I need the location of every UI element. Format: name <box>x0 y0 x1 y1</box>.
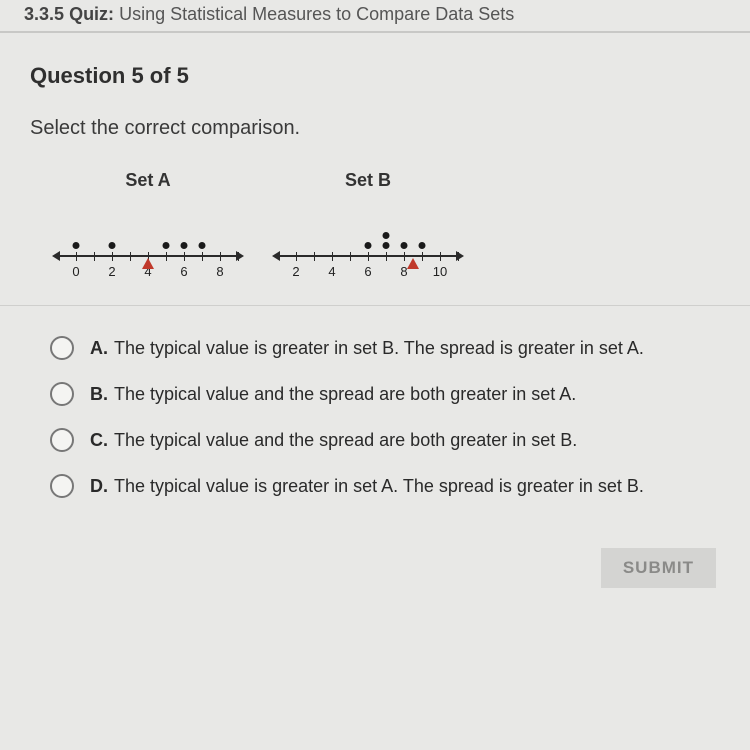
answer-option-d[interactable]: D.The typical value is greater in set A.… <box>50 474 730 498</box>
submit-row: SUBMIT <box>0 530 750 588</box>
radio-icon <box>50 474 74 498</box>
answer-option-c[interactable]: C.The typical value and the spread are b… <box>50 428 730 452</box>
plot-set-b: Set B 246810 <box>278 170 458 277</box>
dotplot-b: 246810 <box>278 207 458 277</box>
submit-button[interactable]: SUBMIT <box>601 548 716 588</box>
question-block: Question 5 of 5 Select the correct compa… <box>0 33 750 305</box>
question-prompt: Select the correct comparison. <box>30 117 726 140</box>
section-number: 3.3.5 <box>24 4 64 24</box>
dotplots-container: Set A 02468 Set B 246810 <box>30 164 726 295</box>
answer-text: D.The typical value is greater in set A.… <box>90 476 644 497</box>
plot-title-a: Set A <box>58 170 238 191</box>
plot-title-b: Set B <box>278 170 458 191</box>
dotplot-a: 02468 <box>58 207 238 277</box>
quiz-header: 3.3.5 Quiz: Using Statistical Measures t… <box>0 0 750 33</box>
radio-icon <box>50 336 74 360</box>
answer-option-a[interactable]: A.The typical value is greater in set B.… <box>50 336 730 360</box>
answers-list: A.The typical value is greater in set B.… <box>0 306 750 530</box>
question-heading: Question 5 of 5 <box>30 63 726 89</box>
quiz-title: Using Statistical Measures to Compare Da… <box>119 4 514 24</box>
radio-icon <box>50 428 74 452</box>
answer-text: B.The typical value and the spread are b… <box>90 384 576 405</box>
answer-text: C.The typical value and the spread are b… <box>90 430 577 451</box>
plot-set-a: Set A 02468 <box>58 170 238 277</box>
answer-option-b[interactable]: B.The typical value and the spread are b… <box>50 382 730 406</box>
quiz-label: Quiz: <box>69 4 114 24</box>
answer-text: A.The typical value is greater in set B.… <box>90 338 644 359</box>
radio-icon <box>50 382 74 406</box>
